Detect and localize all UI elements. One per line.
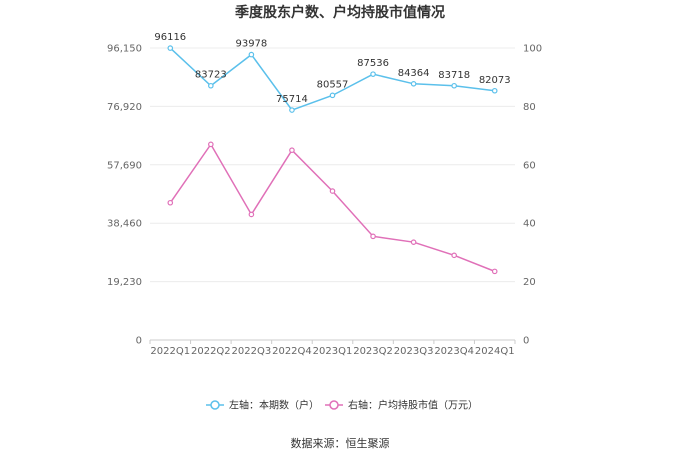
x-tick-label: 2022Q3: [232, 346, 272, 357]
right-tick-label: 100: [523, 44, 542, 55]
series-2-point: [329, 188, 336, 194]
chart-title: 季度股东户数、户均持股市值情况: [234, 4, 445, 21]
right-tick-label: 60: [523, 160, 536, 171]
legend-marker-icon: [329, 400, 339, 410]
series-2-point: [370, 233, 376, 240]
x-tick-label: 2022Q4: [272, 346, 312, 357]
series-1-point: [410, 80, 417, 87]
data-label: 83723: [195, 70, 227, 81]
grid: [150, 47, 515, 341]
series-2-point: [451, 252, 457, 259]
right-tick-label: 40: [523, 219, 536, 230]
left-tick-label: 96,150: [107, 44, 142, 55]
data-label: 82073: [479, 75, 511, 86]
series-1-point: [451, 82, 457, 89]
x-tick-label: 2023Q2: [353, 346, 393, 357]
left-tick-label: 57,690: [107, 160, 142, 171]
series-2-point: [491, 268, 498, 275]
data-label: 96116: [154, 32, 186, 43]
series-2-point: [167, 199, 174, 206]
series-1-point: [208, 82, 214, 89]
series-layer: 96116 83723 93978 75714 80557 87536 84364 83718…: [154, 32, 511, 275]
legend-item-1[interactable]: 左轴：本期数（户）: [206, 399, 319, 412]
left-tick-label: 19,230: [107, 277, 142, 288]
series-2-point: [208, 141, 214, 148]
data-label: 87536: [357, 58, 389, 69]
x-tick-label: 2022Q2: [191, 346, 231, 357]
right-tick-label: 80: [523, 102, 536, 113]
series-1-point: [248, 51, 255, 58]
x-tick-label: 2024Q1: [475, 346, 515, 357]
series-line-2: [169, 142, 495, 273]
right-tick-label: 0: [523, 336, 529, 347]
data-label: 80557: [317, 79, 349, 90]
series-1-point: [167, 45, 174, 51]
x-tick-label: 2023Q1: [313, 346, 353, 357]
legend[interactable]: 左轴：本期数（户） 右轴：户均持股市值（万元）: [206, 399, 478, 412]
x-tick-label: 2023Q4: [434, 346, 474, 357]
series-1-point: [370, 71, 376, 77]
left-axis: 0 19,230 38,460 57,690 76,920 96,150: [107, 44, 142, 347]
data-label: 83718: [438, 70, 470, 81]
series-2-point: [410, 239, 417, 245]
x-tick-label: 2022Q1: [150, 346, 190, 357]
right-axis: 0 20 40 60 80 100: [523, 44, 542, 347]
data-label: 75714: [276, 94, 308, 105]
data-source: 数据来源：恒生聚源: [291, 436, 390, 450]
series-1-point: [491, 87, 498, 94]
left-tick-label: 38,460: [107, 219, 142, 230]
left-tick-label: 76,920: [107, 102, 142, 113]
legend-marker-icon: [210, 400, 220, 410]
data-label: 93978: [235, 39, 267, 50]
x-axis: 2022Q1 2022Q2 2022Q3 2022Q4 2023Q1 2023Q2 2023…: [149, 340, 516, 357]
series-1-point: [289, 107, 295, 113]
series-2-point: [248, 211, 255, 218]
right-tick-label: 20: [523, 277, 536, 288]
legend-label: 左轴：本期数（户）: [229, 399, 319, 412]
x-tick-label: 2023Q3: [394, 346, 434, 357]
series-2-point: [289, 147, 295, 154]
legend-label: 右轴：户均持股市值（万元）: [348, 399, 478, 412]
legend-item-2[interactable]: 右轴：户均持股市值（万元）: [325, 399, 478, 412]
data-label: 84364: [398, 68, 430, 79]
series-1-point: [329, 92, 336, 99]
left-tick-label: 0: [136, 336, 142, 347]
